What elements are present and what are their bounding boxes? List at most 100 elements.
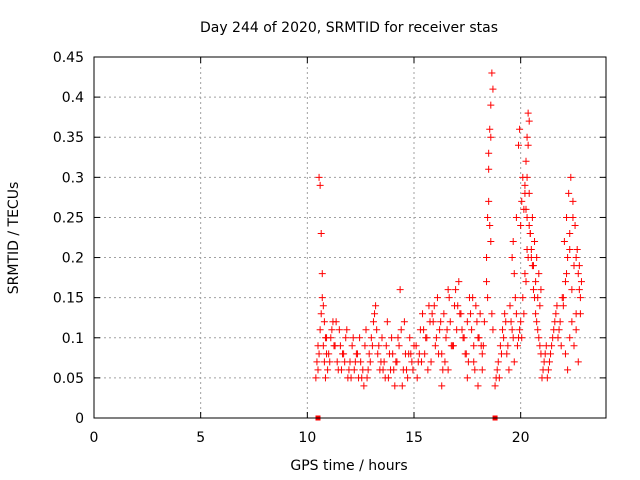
data-point: [313, 358, 321, 366]
data-point: [398, 382, 406, 390]
data-point: [325, 350, 333, 358]
data-point: [518, 334, 526, 342]
data-point: [556, 318, 564, 326]
data-point: [409, 366, 417, 374]
data-point: [351, 358, 359, 366]
data-point: [528, 262, 536, 270]
data-point: [395, 342, 403, 350]
data-point: [529, 286, 537, 294]
data-point: [523, 246, 531, 254]
data-point: [493, 366, 501, 374]
data-point: [504, 342, 512, 350]
data-point: [510, 270, 518, 278]
data-point: [563, 270, 571, 278]
data-point: [333, 358, 341, 366]
data-point: [517, 221, 525, 229]
data-point: [521, 181, 529, 189]
data-point: [559, 294, 567, 302]
data-point: [396, 286, 404, 294]
data-point: [517, 318, 525, 326]
data-point: [373, 326, 381, 334]
data-point: [512, 213, 520, 221]
data-point: [437, 318, 445, 326]
data-point: [388, 334, 396, 342]
data-point: [436, 326, 444, 334]
data-point: [397, 326, 405, 334]
data-point: [537, 286, 545, 294]
data-point: [426, 318, 434, 326]
data-point: [536, 342, 544, 350]
data-point: [535, 270, 543, 278]
data-point: [360, 382, 368, 390]
data-point: [531, 294, 539, 302]
data-point: [487, 238, 495, 246]
data-point: [468, 326, 476, 334]
data-point: [367, 334, 375, 342]
data-point: [483, 254, 491, 262]
data-point: [568, 318, 576, 326]
data-point: [566, 229, 574, 237]
data-point: [553, 302, 561, 310]
data-point: [408, 358, 416, 366]
y-tick-label: 0.45: [53, 50, 84, 66]
data-point: [567, 173, 575, 181]
data-point: [560, 238, 568, 246]
data-point: [400, 318, 408, 326]
plot-frame: [93, 56, 607, 419]
data-point: [488, 69, 496, 77]
data-point: [524, 109, 532, 117]
data-point: [316, 326, 324, 334]
data-point: [456, 310, 464, 318]
data-point: [574, 358, 582, 366]
data-point: [463, 318, 471, 326]
x-tick-label: 20: [512, 430, 530, 446]
data-point: [569, 213, 577, 221]
data-point: [478, 350, 486, 358]
y-tick-label: 0.2: [62, 251, 84, 267]
y-tick-label: 0.4: [62, 90, 84, 106]
data-point: [454, 302, 462, 310]
y-tick-label: 0: [75, 411, 84, 427]
data-point: [532, 278, 540, 286]
data-point: [328, 326, 336, 334]
data-point: [523, 133, 531, 141]
data-point: [536, 302, 544, 310]
data-point: [489, 85, 497, 93]
data-point: [508, 254, 516, 262]
data-point: [485, 197, 493, 205]
data-point: [315, 173, 323, 181]
data-point: [390, 366, 398, 374]
data-point: [334, 366, 342, 374]
data-point: [474, 382, 482, 390]
data-point: [326, 358, 334, 366]
data-point: [550, 326, 558, 334]
data-point: [507, 318, 515, 326]
data-point: [574, 270, 582, 278]
data-point: [406, 334, 414, 342]
y-tick-label: 0.3: [62, 170, 84, 186]
data-point: [467, 310, 475, 318]
data-point: [345, 366, 353, 374]
data-point: [365, 350, 373, 358]
data-point: [559, 302, 567, 310]
data-point: [356, 334, 364, 342]
data-point: [563, 213, 571, 221]
data-point: [521, 270, 529, 278]
data-point: [462, 350, 470, 358]
data-point: [522, 205, 530, 213]
data-point: [446, 318, 454, 326]
data-point: [347, 374, 355, 382]
data-point: [455, 278, 463, 286]
data-point: [381, 374, 389, 382]
data-point: [575, 262, 583, 270]
data-point: [383, 318, 391, 326]
data-point: [444, 286, 452, 294]
data-point: [480, 318, 488, 326]
data-point: [362, 326, 370, 334]
data-point: [532, 310, 540, 318]
data-point: [335, 326, 343, 334]
data-point: [570, 342, 578, 350]
data-point: [372, 302, 380, 310]
data-point: [348, 342, 356, 350]
data-point: [318, 270, 326, 278]
